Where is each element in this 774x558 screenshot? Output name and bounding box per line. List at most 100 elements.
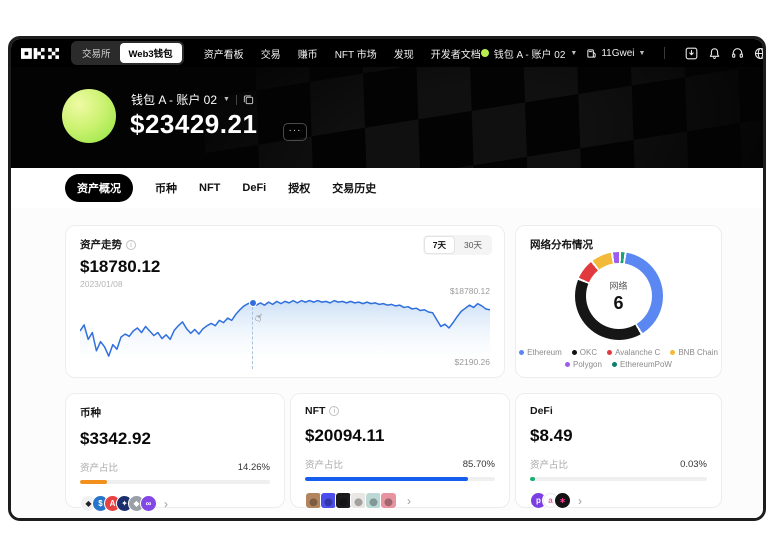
nav-item-dev-docs[interactable]: 开发者文档 [430, 49, 481, 61]
chevron-right-icon[interactable]: › [407, 493, 411, 508]
network-donut-chart[interactable]: 网络 6 [574, 252, 663, 340]
defi-icons: p a ∗ [530, 492, 571, 509]
range-30d-button[interactable]: 30天 [464, 240, 482, 250]
defi-value: $8.49 [530, 426, 573, 445]
language-globe-icon[interactable] [753, 46, 763, 60]
wallet-status-dot [480, 49, 489, 57]
chart-low-label: $2190.26 [454, 357, 490, 367]
main-content: 资产走势 i 7天 30天 $18780.12 2023/01/08 [11, 208, 763, 518]
gas-pump-icon [587, 48, 597, 58]
nav-menu: 资产看板 交易 赚币 NFT 市场 发现 开发者文档 [204, 46, 481, 61]
wallet-avatar[interactable] [62, 89, 116, 143]
tab-defi[interactable]: DeFi [242, 182, 267, 194]
coins-progress-track [80, 480, 270, 484]
trend-line-chart [80, 293, 490, 369]
legend-label: BNB Chain [678, 348, 718, 357]
nft-progress-track [305, 477, 495, 481]
hover-data-point [249, 299, 258, 308]
defi-card[interactable]: DeFi $8.49 资产占比 0.03% p a ∗ › [515, 393, 722, 509]
nav-item-earn[interactable]: 赚币 [297, 49, 318, 61]
legend-label: EthereumPoW [619, 360, 672, 369]
donut-center-value: 6 [613, 292, 624, 313]
nft-card[interactable]: NFT i $20094.11 资产占比 85.70% › [290, 393, 510, 509]
coins-card[interactable]: 币种 $3342.92 资产占比 14.26% ◆ $ A ✦ ◆ ∞ › [65, 393, 285, 512]
coins-progress-fill [80, 480, 108, 484]
coins-icon-row: ◆ $ A ✦ ◆ ∞ › [80, 495, 270, 512]
info-icon[interactable]: i [329, 406, 340, 416]
coin-icons: ◆ $ A ✦ ◆ ∞ [80, 495, 157, 512]
ratio-label: 资产占比 [530, 460, 569, 471]
donut-center-label: 网络 [609, 280, 628, 291]
top-navbar: 交易所 Web3钱包 资产看板 交易 赚币 NFT 市场 发现 开发者文档 钱包… [11, 39, 763, 67]
nft-icon-row: › [305, 492, 495, 509]
nav-item-nft-market[interactable]: NFT 市场 [334, 49, 377, 61]
account-selector[interactable]: 钱包 A - 账户 02 ▼ [480, 46, 577, 61]
legend-polygon[interactable]: Polygon [565, 360, 602, 369]
nav-item-trade[interactable]: 交易 [260, 49, 281, 61]
wallet-name[interactable]: 钱包 A - 账户 02 [131, 93, 218, 107]
nav-item-discover[interactable]: 发现 [393, 49, 414, 61]
okx-logo-icon [21, 47, 59, 59]
trend-chart[interactable]: ☝ $18780.12 $2190.26 [80, 286, 490, 369]
okx-logo[interactable] [21, 47, 59, 59]
nft-6-icon [380, 492, 397, 509]
info-icon[interactable]: i [126, 239, 136, 250]
copy-address-icon[interactable] [243, 94, 254, 105]
nft-thumbnails [305, 492, 397, 509]
network-legend: Ethereum OKC Avalanche C BNB Chain [516, 348, 721, 369]
legend-label: Polygon [573, 360, 602, 369]
nft-4-icon [350, 492, 367, 509]
legend-dot [571, 350, 577, 355]
asset-trend-card: 资产走势 i 7天 30天 $18780.12 2023/01/08 [65, 225, 505, 378]
tab-history[interactable]: 交易历史 [332, 183, 377, 195]
nft-1-icon [305, 492, 322, 509]
nav-item-assets-board[interactable]: 资产看板 [203, 49, 244, 61]
asset-trend-title: 资产走势 [80, 239, 122, 251]
legend-dot [565, 362, 571, 367]
support-headset-icon[interactable] [730, 46, 744, 60]
network-distribution-title: 网络分布情况 [530, 239, 593, 251]
tab-asset-overview[interactable]: 资产概况 [65, 174, 133, 202]
hover-crosshair-line [252, 302, 254, 369]
chart-high-label: $18780.12 [449, 286, 490, 296]
chevron-right-icon[interactable]: › [164, 496, 168, 511]
legend-dot [607, 350, 613, 355]
range-7d-button[interactable]: 7天 [423, 236, 456, 254]
account-label: 钱包 A - 账户 02 [493, 49, 566, 61]
nav-divider [664, 47, 666, 59]
nav-right: 钱包 A - 账户 02 ▼ 11Gwei ▼ [480, 46, 763, 61]
tab-coins[interactable]: 币种 [155, 183, 177, 195]
legend-avalanche[interactable]: Avalanche C [607, 348, 660, 357]
total-balance: $23429.21 [130, 109, 258, 139]
legend-ethereumpow[interactable]: EthereumPoW [611, 360, 672, 369]
tab-approvals[interactable]: 授权 [288, 183, 311, 195]
divider [235, 94, 237, 105]
legend-dot [670, 350, 676, 355]
nft-value: $20094.11 [305, 426, 385, 445]
checkered-flag-decoration [201, 67, 763, 168]
gas-indicator[interactable]: 11Gwei ▼ [586, 48, 645, 59]
app-window: 交易所 Web3钱包 资产看板 交易 赚币 NFT 市场 发现 开发者文档 钱包… [8, 36, 766, 521]
legend-bnb-chain[interactable]: BNB Chain [670, 348, 718, 357]
notifications-bell-icon[interactable] [707, 46, 721, 60]
nft-progress-fill [305, 477, 468, 481]
defi-3-icon: ∗ [554, 492, 571, 509]
trend-current-date: 2023/01/08 [80, 279, 123, 289]
more-actions-button[interactable]: ··· [283, 123, 307, 141]
section-tabs: 资产概况 币种 NFT DeFi 授权 交易历史 [11, 168, 763, 209]
coins-value: $3342.92 [80, 429, 151, 448]
wallet-name-row: 钱包 A - 账户 02 ▼ [131, 91, 254, 108]
legend-ethereum[interactable]: Ethereum [519, 348, 562, 357]
matic-icon: ∞ [140, 495, 157, 512]
chevron-down-icon: ▼ [638, 49, 646, 57]
ratio-label: 资产占比 [80, 463, 119, 474]
tab-nft[interactable]: NFT [199, 182, 221, 194]
legend-okc[interactable]: OKC [571, 348, 597, 357]
mode-exchange[interactable]: 交易所 [82, 49, 111, 60]
mode-web3-wallet[interactable]: Web3钱包 [119, 43, 182, 63]
legend-label: Avalanche C [615, 348, 661, 357]
chevron-down-icon[interactable]: ▼ [223, 96, 230, 103]
download-app-icon[interactable] [684, 46, 698, 60]
chevron-right-icon[interactable]: › [578, 493, 582, 508]
ratio-label: 资产占比 [305, 460, 344, 471]
